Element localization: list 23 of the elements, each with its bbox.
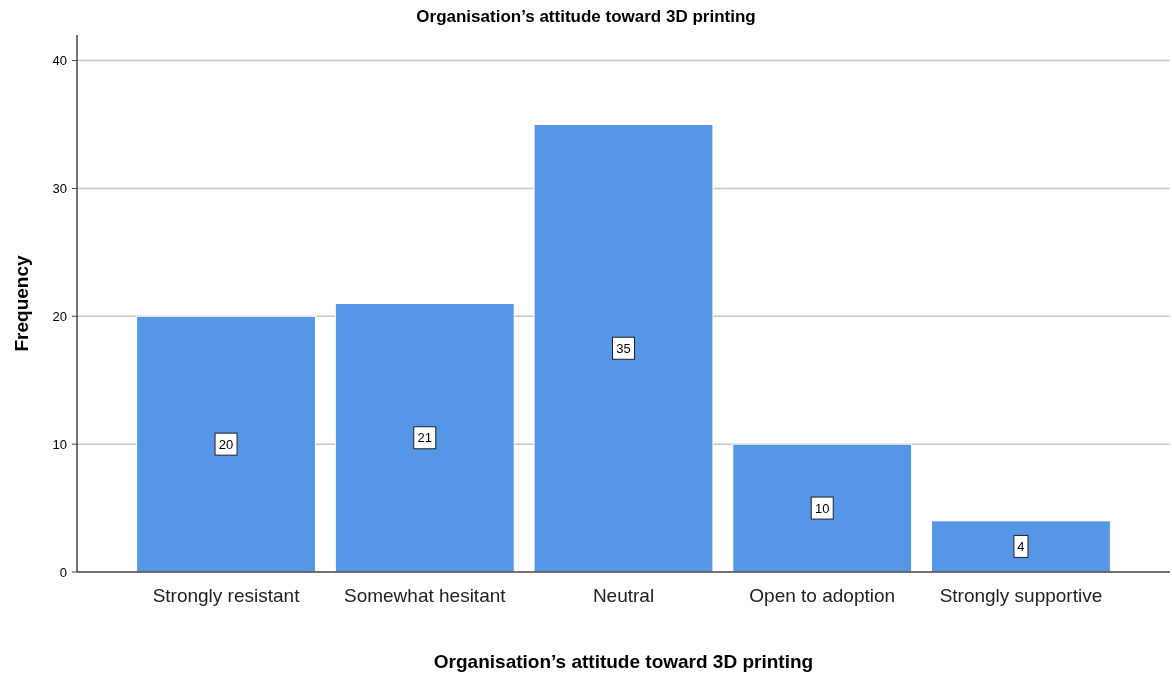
data-label: 10 <box>814 500 830 516</box>
y-tick-label: 20 <box>52 308 67 324</box>
x-tick-label: Open to adoption <box>749 585 896 606</box>
y-tick-label: 10 <box>52 436 67 452</box>
data-label: 20 <box>218 436 234 452</box>
data-label: 35 <box>616 340 631 356</box>
chart-title: Organisation’s attitude toward 3D printing <box>416 7 756 26</box>
x-tick-label: Neutral <box>592 585 655 606</box>
y-tick-label: 0 <box>59 564 67 580</box>
bar <box>136 315 316 573</box>
y-axis-title: Frequency <box>11 255 32 352</box>
bar <box>931 520 1111 573</box>
data-label: 21 <box>417 430 433 446</box>
bar <box>334 303 515 573</box>
x-axis-title: Organisation’s attitude toward 3D printing <box>433 651 814 672</box>
x-tick-label: Strongly resistant <box>152 585 301 606</box>
x-tick-label: Somewhat hesitant <box>343 585 507 606</box>
bar <box>732 443 913 573</box>
data-label: 4 <box>1017 538 1025 554</box>
x-tick-label: Strongly supportive <box>939 585 1103 606</box>
y-tick-label: 40 <box>52 53 67 69</box>
y-tick-label: 30 <box>52 180 67 196</box>
bar <box>533 124 714 573</box>
